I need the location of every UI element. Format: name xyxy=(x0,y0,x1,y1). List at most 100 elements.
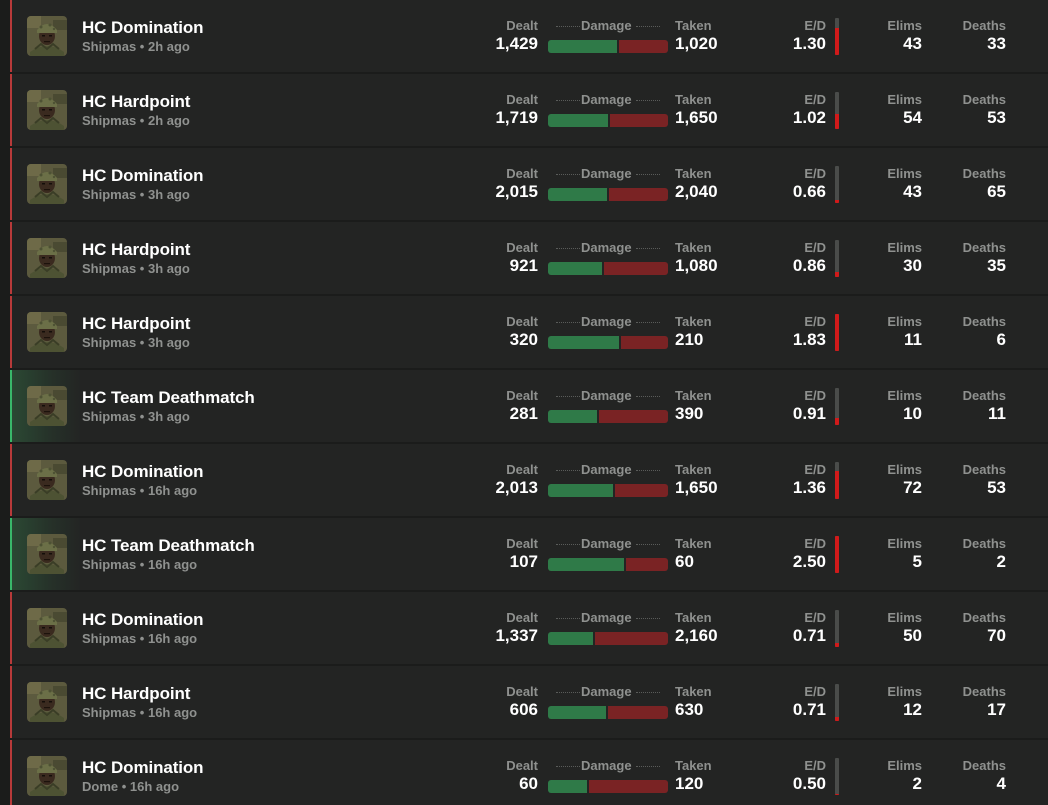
taken-label: Taken xyxy=(675,610,712,625)
damage-dealt-bar xyxy=(548,262,602,275)
match-row[interactable]: HC Domination Shipmas • 2h ago Dealt 1,4… xyxy=(10,0,1048,72)
ed-level-bar xyxy=(835,314,839,351)
elims-label: Elims xyxy=(887,92,922,107)
match-mode: HC Team Deathmatch xyxy=(82,536,255,555)
damage-taken-bar xyxy=(599,410,668,423)
ed-level-fill xyxy=(835,643,839,647)
damage-ratio-bar xyxy=(548,632,668,645)
match-row[interactable]: HC Domination Dome • 16h ago Dealt 60 Da… xyxy=(10,740,1048,805)
damage-divider-left xyxy=(556,100,580,101)
match-row[interactable]: HC Hardpoint Shipmas • 3h ago Dealt 921 … xyxy=(10,222,1048,294)
damage-divider-left xyxy=(556,174,580,175)
damage-label: Damage xyxy=(581,610,632,625)
damage-dealt-value: 1,337 xyxy=(495,626,538,645)
ed-label: E/D xyxy=(804,166,826,181)
dealt-label: Dealt xyxy=(506,462,538,477)
ed-level-fill xyxy=(835,271,839,277)
match-mode: HC Domination xyxy=(82,610,204,629)
ed-level-bar xyxy=(835,684,839,721)
ed-level-fill xyxy=(835,114,839,129)
match-map-time: Shipmas • 16h ago xyxy=(82,705,198,720)
elims-value: 43 xyxy=(903,34,922,53)
deaths-value: 53 xyxy=(987,478,1006,497)
damage-taken-bar xyxy=(604,262,668,275)
deaths-value: 35 xyxy=(987,256,1006,275)
damage-dealt-bar xyxy=(548,558,624,571)
match-map-time: Shipmas • 3h ago xyxy=(82,409,190,424)
match-map-time: Dome • 16h ago xyxy=(82,779,180,794)
match-history-list: HC Domination Shipmas • 2h ago Dealt 1,4… xyxy=(10,0,1048,805)
damage-divider-left xyxy=(556,766,580,767)
damage-label: Damage xyxy=(581,314,632,329)
match-row[interactable]: HC Team Deathmatch Shipmas • 16h ago Dea… xyxy=(10,518,1048,590)
ed-label: E/D xyxy=(804,462,826,477)
ed-level-bar xyxy=(835,18,839,55)
match-map-time: Shipmas • 3h ago xyxy=(82,335,190,350)
dealt-label: Dealt xyxy=(506,166,538,181)
damage-divider-right xyxy=(636,618,660,619)
dealt-label: Dealt xyxy=(506,536,538,551)
damage-dealt-bar xyxy=(548,706,606,719)
damage-dealt-bar xyxy=(548,410,597,423)
taken-label: Taken xyxy=(675,388,712,403)
damage-taken-bar xyxy=(619,40,668,53)
taken-label: Taken xyxy=(675,166,712,181)
dealt-label: Dealt xyxy=(506,92,538,107)
match-row[interactable]: HC Hardpoint Shipmas • 3h ago Dealt 320 … xyxy=(10,296,1048,368)
damage-dealt-value: 2,013 xyxy=(495,478,538,497)
dealt-label: Dealt xyxy=(506,18,538,33)
damage-dealt-value: 320 xyxy=(509,330,538,349)
match-row[interactable]: HC Domination Shipmas • 3h ago Dealt 2,0… xyxy=(10,148,1048,220)
damage-divider-right xyxy=(636,692,660,693)
match-row[interactable]: HC Team Deathmatch Shipmas • 3h ago Deal… xyxy=(10,370,1048,442)
ed-level-bar xyxy=(835,92,839,129)
match-row[interactable]: HC Hardpoint Shipmas • 2h ago Dealt 1,71… xyxy=(10,74,1048,146)
soldier-avatar-icon xyxy=(27,534,67,574)
damage-divider-right xyxy=(636,396,660,397)
deaths-value: 17 xyxy=(987,700,1006,719)
damage-divider-left xyxy=(556,248,580,249)
damage-taken-bar xyxy=(595,632,668,645)
deaths-value: 4 xyxy=(996,774,1006,793)
match-mode: HC Team Deathmatch xyxy=(82,388,255,407)
damage-ratio-bar xyxy=(548,706,668,719)
elims-value: 43 xyxy=(903,182,922,201)
damage-dealt-bar xyxy=(548,188,607,201)
match-mode: HC Domination xyxy=(82,166,204,185)
damage-label: Damage xyxy=(581,92,632,107)
elims-value: 72 xyxy=(903,478,922,497)
match-mode: HC Domination xyxy=(82,758,204,777)
ed-level-bar xyxy=(835,388,839,425)
damage-taken-value: 630 xyxy=(675,700,704,719)
soldier-avatar-icon xyxy=(27,756,67,796)
ed-ratio-value: 0.66 xyxy=(792,182,826,201)
match-row[interactable]: HC Hardpoint Shipmas • 16h ago Dealt 606… xyxy=(10,666,1048,738)
ed-level-fill xyxy=(835,28,839,55)
soldier-avatar-icon xyxy=(27,460,67,500)
ed-ratio-value: 0.71 xyxy=(792,700,826,719)
match-mode: HC Hardpoint xyxy=(82,240,191,259)
damage-taken-bar xyxy=(608,706,668,719)
ed-label: E/D xyxy=(804,388,826,403)
deaths-label: Deaths xyxy=(962,314,1006,329)
damage-taken-value: 1,020 xyxy=(675,34,718,53)
damage-taken-value: 1,650 xyxy=(675,108,718,127)
damage-taken-bar xyxy=(615,484,668,497)
damage-dealt-bar xyxy=(548,780,587,793)
damage-taken-value: 210 xyxy=(675,330,704,349)
damage-ratio-bar xyxy=(548,410,668,423)
damage-taken-value: 2,160 xyxy=(675,626,718,645)
match-row[interactable]: HC Domination Shipmas • 16h ago Dealt 1,… xyxy=(10,592,1048,664)
match-map-time: Shipmas • 16h ago xyxy=(82,557,198,572)
soldier-avatar-icon xyxy=(27,608,67,648)
deaths-value: 70 xyxy=(987,626,1006,645)
damage-label: Damage xyxy=(581,536,632,551)
dealt-label: Dealt xyxy=(506,684,538,699)
match-mode: HC Domination xyxy=(82,18,204,37)
damage-dealt-value: 107 xyxy=(509,552,538,571)
damage-dealt-value: 60 xyxy=(519,774,538,793)
soldier-avatar-icon xyxy=(27,164,67,204)
ed-label: E/D xyxy=(804,684,826,699)
match-row[interactable]: HC Domination Shipmas • 16h ago Dealt 2,… xyxy=(10,444,1048,516)
ed-label: E/D xyxy=(804,92,826,107)
